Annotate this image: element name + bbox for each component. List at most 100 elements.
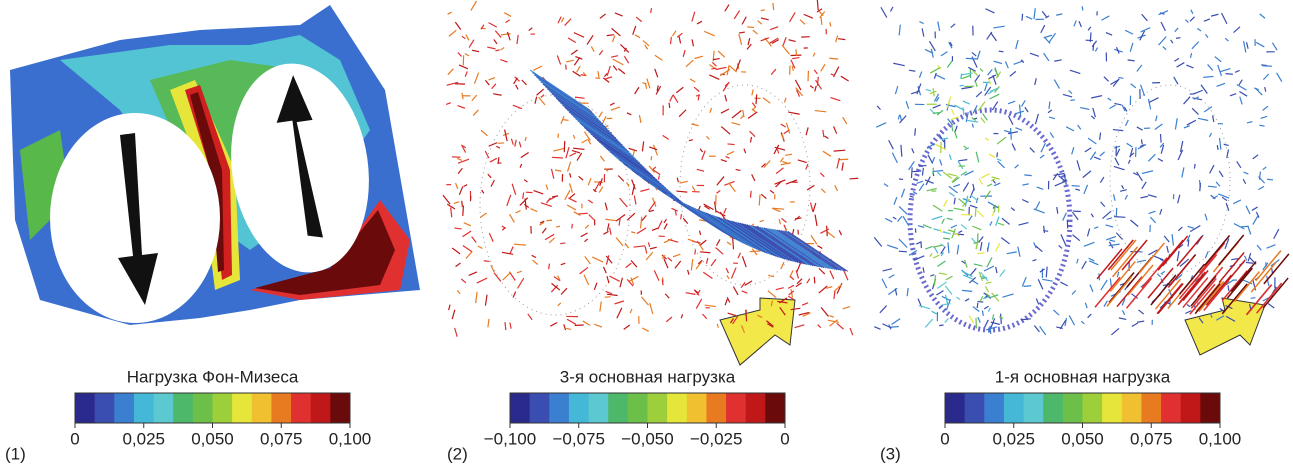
vector bbox=[1057, 207, 1058, 214]
vector bbox=[671, 208, 677, 211]
vector bbox=[842, 163, 843, 171]
vector bbox=[938, 22, 940, 31]
vector bbox=[992, 177, 1000, 179]
vector bbox=[907, 288, 908, 296]
colorbar-step bbox=[95, 393, 115, 423]
vector bbox=[506, 20, 510, 23]
vector bbox=[968, 67, 975, 71]
vector bbox=[1161, 134, 1162, 143]
vector bbox=[750, 191, 751, 198]
vector bbox=[516, 210, 521, 212]
tick-label: 0,025 bbox=[992, 429, 1035, 448]
vector bbox=[689, 140, 693, 141]
vector bbox=[458, 106, 465, 109]
colorbar-step bbox=[1141, 393, 1161, 423]
vector bbox=[1171, 40, 1173, 43]
vector bbox=[627, 113, 631, 115]
vector bbox=[704, 31, 715, 35]
vector bbox=[537, 77, 597, 117]
vector bbox=[673, 254, 680, 257]
vector bbox=[951, 225, 957, 228]
vector bbox=[1219, 171, 1223, 177]
vector bbox=[510, 214, 515, 222]
vector bbox=[835, 185, 838, 191]
vector bbox=[603, 267, 606, 273]
vector bbox=[634, 246, 645, 247]
vector bbox=[727, 144, 734, 145]
vector bbox=[1114, 217, 1125, 218]
vector bbox=[572, 224, 573, 229]
vector bbox=[477, 278, 487, 283]
vector bbox=[589, 132, 649, 172]
vector bbox=[827, 226, 828, 237]
vector bbox=[760, 220, 764, 221]
vector bbox=[797, 263, 801, 272]
vector bbox=[810, 86, 813, 89]
vector bbox=[999, 317, 1003, 319]
vector bbox=[588, 178, 591, 185]
vector bbox=[985, 9, 994, 13]
vector bbox=[717, 324, 718, 328]
colorbar-step bbox=[667, 393, 687, 423]
vector bbox=[1079, 21, 1081, 27]
vector bbox=[1178, 195, 1180, 204]
vector bbox=[1234, 27, 1241, 33]
vector bbox=[492, 84, 496, 89]
vector bbox=[892, 153, 897, 163]
vector bbox=[1001, 238, 1009, 244]
vector bbox=[1125, 30, 1133, 34]
vector bbox=[1064, 173, 1066, 185]
vector bbox=[850, 178, 859, 179]
vector bbox=[953, 185, 960, 187]
vector bbox=[489, 23, 497, 28]
vector bbox=[887, 245, 898, 249]
vector bbox=[449, 305, 450, 311]
vector bbox=[587, 35, 593, 44]
vector bbox=[641, 217, 642, 229]
vector bbox=[552, 283, 560, 290]
vector bbox=[605, 203, 607, 211]
vector bbox=[972, 124, 973, 128]
vector bbox=[716, 248, 724, 255]
vector bbox=[733, 238, 734, 249]
vector bbox=[646, 252, 652, 260]
vector bbox=[1073, 235, 1080, 241]
vector bbox=[615, 13, 623, 16]
vector bbox=[449, 30, 456, 36]
vector bbox=[1244, 41, 1246, 52]
vector bbox=[631, 260, 637, 267]
colorbar-step bbox=[1063, 393, 1083, 423]
vector bbox=[1148, 99, 1150, 109]
vector bbox=[750, 137, 751, 143]
vector bbox=[683, 50, 685, 57]
vector bbox=[454, 202, 459, 204]
vector bbox=[565, 19, 571, 26]
vector bbox=[949, 154, 951, 159]
vector bbox=[1107, 218, 1112, 220]
vector bbox=[711, 259, 716, 266]
vector bbox=[956, 297, 959, 299]
vector bbox=[520, 198, 528, 206]
vector bbox=[761, 10, 765, 11]
vector bbox=[1263, 278, 1288, 308]
vector bbox=[988, 79, 990, 84]
vector bbox=[642, 297, 649, 305]
tick-label: 0,050 bbox=[191, 429, 234, 448]
vector bbox=[731, 268, 736, 279]
vector bbox=[541, 82, 601, 122]
vector bbox=[819, 286, 828, 293]
vector bbox=[588, 200, 593, 203]
vector bbox=[1070, 70, 1080, 73]
vector bbox=[1213, 115, 1214, 122]
vector bbox=[523, 193, 524, 199]
vector bbox=[1217, 83, 1225, 86]
vector bbox=[465, 71, 467, 76]
vector bbox=[681, 214, 682, 219]
vector bbox=[1011, 208, 1015, 211]
vector bbox=[706, 136, 709, 139]
vector bbox=[610, 103, 614, 105]
colorbar-step bbox=[1004, 393, 1024, 423]
vector bbox=[1087, 229, 1089, 237]
vector bbox=[631, 232, 635, 233]
vector bbox=[694, 87, 699, 91]
